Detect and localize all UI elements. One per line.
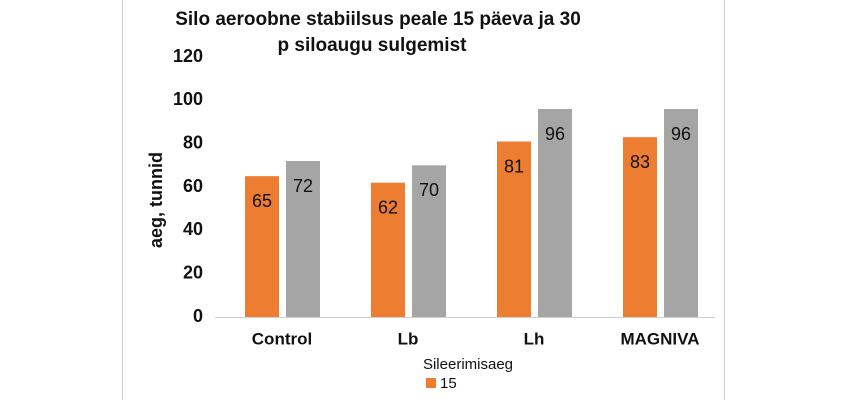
x-tick-label: Lh	[524, 329, 545, 348]
y-axis-label: aeg, tunnid	[146, 152, 166, 248]
chart-title: p siloaugu sulgemist	[278, 35, 468, 56]
bar	[538, 109, 572, 317]
value-label: 96	[671, 124, 691, 144]
y-tick-label: 0	[193, 306, 203, 326]
y-tick-label: 100	[173, 89, 203, 109]
value-label: 96	[545, 124, 565, 144]
value-label: 65	[252, 191, 272, 211]
y-tick-label: 80	[183, 132, 203, 152]
bar	[623, 137, 657, 317]
legend-title: Sileerimisaeg	[423, 356, 513, 373]
y-tick-label: 120	[173, 46, 203, 66]
value-label: 83	[630, 152, 650, 172]
bar	[286, 161, 320, 317]
chart-title: Silo aeroobne stabiilsus peale 15 päeva …	[175, 9, 581, 30]
bar	[371, 182, 405, 317]
value-label: 62	[378, 197, 398, 217]
y-tick-label: 40	[183, 219, 203, 239]
bar	[497, 141, 531, 317]
y-tick-label: 20	[183, 262, 203, 282]
bar	[412, 165, 446, 317]
value-label: 70	[419, 180, 439, 200]
bar	[245, 176, 279, 317]
bar	[664, 109, 698, 317]
value-label: 72	[293, 176, 313, 196]
legend-swatch	[426, 378, 436, 388]
x-tick-label: MAGNIVA	[620, 329, 699, 348]
x-tick-label: Lb	[398, 329, 419, 348]
x-tick-label: Control	[252, 329, 312, 348]
y-tick-label: 60	[183, 176, 203, 196]
legend-label: 15	[440, 375, 457, 392]
value-label: 81	[504, 156, 524, 176]
